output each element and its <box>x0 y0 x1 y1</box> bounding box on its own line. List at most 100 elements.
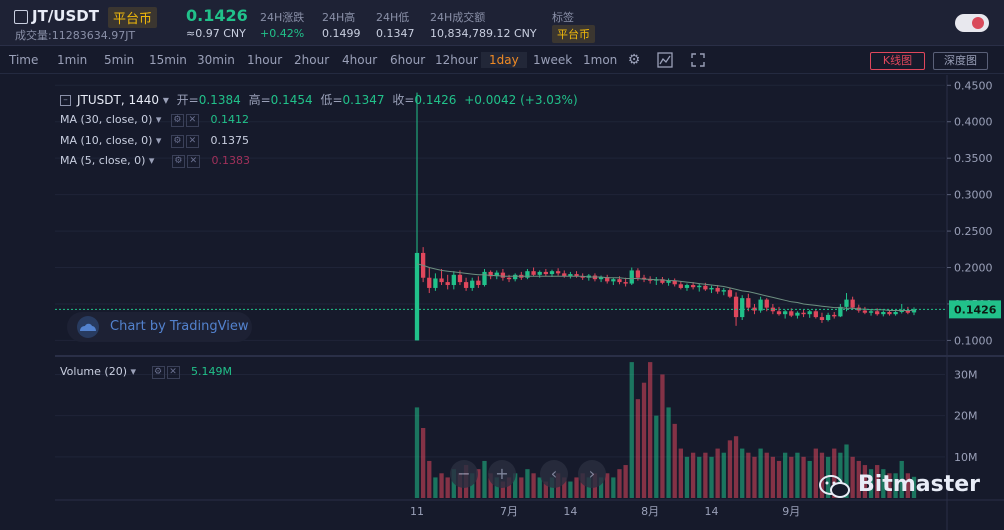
time-tick-label: 7月 <box>500 505 518 518</box>
stat-value-high: 0.1499 <box>322 27 361 40</box>
zoom-in-icon[interactable] <box>11 439 37 465</box>
indicator-value: 0.1375 <box>210 134 249 147</box>
pair-menu-icon[interactable] <box>14 10 28 24</box>
candle-body <box>519 274 524 278</box>
volume-value: 5.149M <box>191 365 233 378</box>
volume-bar <box>807 460 812 498</box>
wechat-icon <box>818 474 852 500</box>
candle-body <box>531 271 536 275</box>
ruler-icon[interactable] <box>11 401 37 427</box>
symbol-dropdown-icon[interactable]: ▾ <box>159 93 173 107</box>
volume-bar <box>635 399 641 498</box>
scroll-left-button[interactable]: ‹ <box>540 460 568 488</box>
volume-remove-icon[interactable]: ✕ <box>166 365 180 379</box>
time-tick-label: 11 <box>410 505 424 518</box>
stat-value-low: 0.1347 <box>376 27 415 40</box>
zoom-out-button[interactable]: − <box>450 460 478 488</box>
volume-bar <box>654 415 659 498</box>
volume-bar <box>764 452 769 498</box>
volume-bar <box>525 469 530 498</box>
scroll-right-button[interactable]: › <box>578 460 606 488</box>
candle-body <box>623 282 628 284</box>
indicator-label[interactable]: MA (10, close, 0) <box>60 134 153 147</box>
tradingview-label: Chart by TradingView <box>110 319 249 334</box>
candle-body <box>654 279 659 281</box>
candle-body <box>697 285 702 288</box>
candle-body <box>740 298 745 318</box>
volume-bar <box>801 456 806 498</box>
indicator-dropdown-icon[interactable]: ▾ <box>152 113 162 126</box>
tf-1min[interactable]: 1min <box>57 53 88 67</box>
tf-6hour[interactable]: 6hour <box>390 53 426 67</box>
volume-bar <box>420 428 426 498</box>
volume-bar <box>660 374 665 498</box>
crosshair-icon[interactable] <box>11 87 37 113</box>
tf-5min[interactable]: 5min <box>104 53 135 67</box>
volume-dropdown-icon[interactable]: ▾ <box>127 365 137 378</box>
indicator-remove-icon[interactable]: ✕ <box>185 113 199 127</box>
trendline-icon[interactable] <box>11 125 37 151</box>
fullscreen-icon[interactable] <box>690 52 706 68</box>
tf-4hour[interactable]: 4hour <box>342 53 378 67</box>
back-arrow-icon[interactable] <box>11 353 37 379</box>
brand-watermark: Bitmaster <box>858 472 980 497</box>
price-tick-label: 0.4000 <box>954 116 993 129</box>
candle-body <box>592 275 598 280</box>
stat-value-tag: 平台币 <box>552 25 595 43</box>
tf-15min[interactable]: 15min <box>149 53 187 67</box>
candle-body <box>715 287 720 292</box>
text-tool-icon[interactable]: T <box>17 240 31 264</box>
indicator-settings-icon[interactable]: ⚙ <box>171 154 185 168</box>
indicator-remove-icon[interactable]: ✕ <box>186 154 200 168</box>
candle-body <box>776 311 782 315</box>
candle-body <box>457 274 463 283</box>
toolbar-collapse-toggle[interactable]: ‹ <box>46 441 54 465</box>
tf-30min[interactable]: 30min <box>197 53 235 67</box>
volume-bar <box>605 473 610 498</box>
prediction-icon[interactable] <box>11 315 37 341</box>
tf-1mon[interactable]: 1mon <box>583 53 618 67</box>
tradingview-badge[interactable]: Chart by TradingView <box>67 312 252 342</box>
magnet-icon[interactable] <box>11 489 37 515</box>
tf-1day[interactable]: 1day <box>481 52 527 68</box>
collapse-legend-icon[interactable]: – <box>60 95 71 106</box>
price-tick-label: 0.1000 <box>954 334 993 347</box>
candle-body <box>690 285 696 288</box>
stat-label-tag: 标签 <box>552 11 574 24</box>
tf-time[interactable]: Time <box>9 53 39 67</box>
indicator-label[interactable]: MA (30, close, 0) <box>60 113 153 126</box>
brush-icon[interactable] <box>11 201 37 227</box>
theme-toggle[interactable] <box>955 14 989 32</box>
price-tick-label: 0.1500 <box>954 298 993 311</box>
pattern-icon[interactable] <box>11 277 37 303</box>
candle-body <box>709 287 714 290</box>
kline-button[interactable]: K线图 <box>870 52 925 70</box>
ma30-line <box>416 263 915 311</box>
volume-label[interactable]: Volume (20) <box>60 365 127 378</box>
indicator-label[interactable]: MA (5, close, 0) <box>60 154 146 167</box>
candle-body <box>488 271 493 277</box>
volume-settings-icon[interactable]: ⚙ <box>151 365 165 379</box>
indicator-settings-icon[interactable]: ⚙ <box>170 134 184 148</box>
indicator-remove-icon[interactable]: ✕ <box>185 134 199 148</box>
price-tick-label: 0.2000 <box>954 262 993 275</box>
tf-1week[interactable]: 1week <box>533 53 573 67</box>
indicator-ma30: MA (30, close, 0) ▾ ⚙ ✕ 0.1412 <box>60 113 249 127</box>
candle-body <box>819 317 825 321</box>
volume-bar <box>617 469 622 498</box>
indicator-dropdown-icon[interactable]: ▾ <box>145 154 155 167</box>
volume-bar <box>697 456 702 498</box>
depth-button[interactable]: 深度图 <box>933 52 988 70</box>
indicator-dropdown-icon[interactable]: ▾ <box>152 134 162 147</box>
chart-symbol[interactable]: JTUSDT, 1440 <box>77 93 160 107</box>
indicator-chart-icon[interactable] <box>657 52 673 68</box>
settings-gear-icon[interactable]: ⚙ <box>627 52 641 68</box>
tf-2hour[interactable]: 2hour <box>294 53 330 67</box>
tf-12hour[interactable]: 12hour <box>435 53 478 67</box>
pitchfork-icon[interactable] <box>11 163 37 189</box>
pair-name[interactable]: JT/USDT <box>32 7 99 25</box>
indicator-settings-icon[interactable]: ⚙ <box>170 113 184 127</box>
tf-1hour[interactable]: 1hour <box>247 53 283 67</box>
zoom-in-button[interactable]: + <box>488 460 516 488</box>
